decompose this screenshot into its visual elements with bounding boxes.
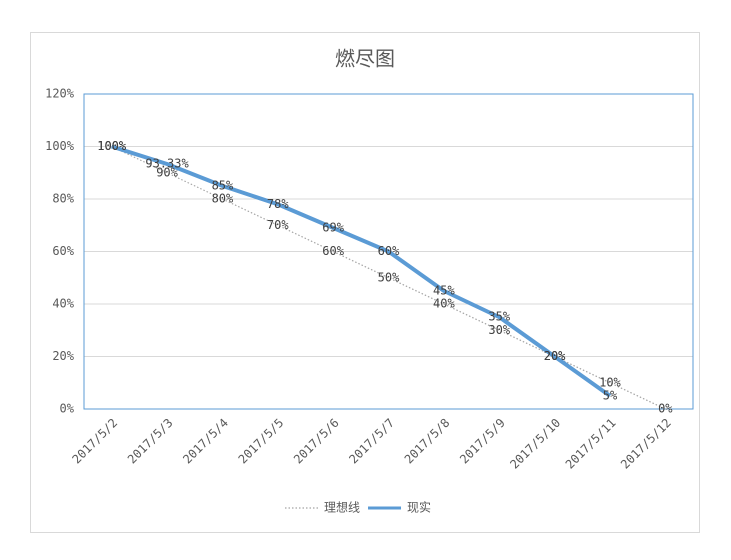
data-label: 69% [322,220,344,234]
chart-title: 燃尽图 [335,47,395,71]
y-tick-label: 20% [52,349,74,363]
data-label: 93.33% [145,157,189,171]
data-label: 100% [97,139,127,153]
data-label: 35% [488,310,510,324]
data-label: 30% [488,323,510,337]
y-tick-label: 120% [45,87,75,101]
data-label: 85% [212,178,234,192]
data-label: 45% [433,283,455,297]
data-label: 40% [433,297,455,311]
data-label: 78% [267,197,289,211]
legend-label: 现实 [407,500,431,515]
data-label: 50% [378,270,400,284]
data-label: 5% [603,388,618,402]
y-tick-label: 100% [45,139,75,153]
data-label: 60% [378,244,400,258]
y-tick-label: 60% [52,244,74,258]
legend-label: 理想线 [324,500,360,515]
chart-frame [30,32,700,533]
data-label: 90% [156,165,178,179]
data-label: 100% [97,139,127,153]
series-line [111,145,666,410]
data-label: 0% [658,402,673,416]
y-tick-label: 80% [52,192,74,206]
data-label: 60% [322,244,344,258]
data-label: 70% [267,218,289,232]
data-label: 20% [544,349,566,363]
plot-area-border [83,93,694,410]
data-label: 80% [212,192,234,206]
series-line [111,144,612,398]
data-label: 10% [599,375,621,389]
y-tick-label: 0% [60,402,75,416]
y-tick-label: 40% [52,297,74,311]
data-label: 20% [544,349,566,363]
